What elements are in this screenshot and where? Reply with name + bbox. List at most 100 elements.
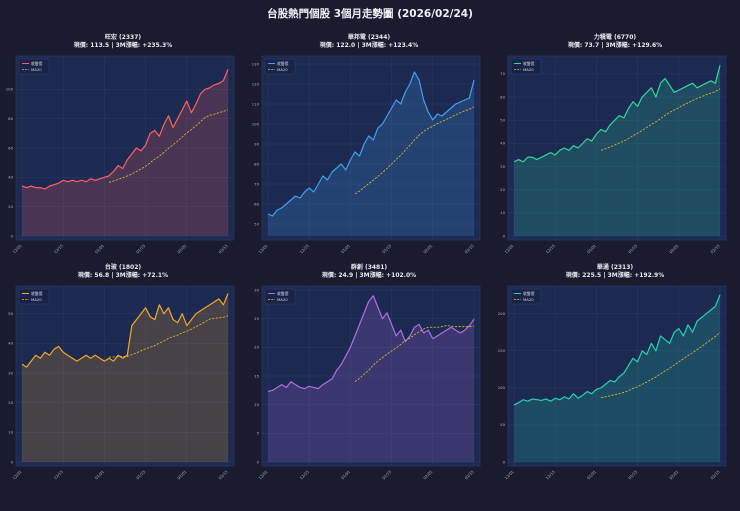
legend-ma-label: MA20 bbox=[31, 67, 42, 72]
x-tick-label: 02/01 bbox=[668, 469, 680, 481]
x-tick-label: 12/01 bbox=[257, 243, 269, 255]
y-tick-label: 60 bbox=[500, 94, 505, 99]
y-tick-label: 40 bbox=[8, 341, 13, 346]
stock-panel: 旺宏 (2337) 現價: 113.5 | 3M漲幅: +235.3% 0 20 4… bbox=[0, 34, 246, 281]
price-area bbox=[514, 294, 720, 462]
stock-panel: 台玻 (1802) 現價: 56.8 | 3M漲幅: +72.1% 0 10 20 3… bbox=[0, 264, 246, 511]
stock-panel: 力積電 (6770) 現價: 73.7 | 3M漲幅: +129.6% 0 10 2… bbox=[492, 34, 738, 281]
stock-chart: 0 10 20 30 40 50 60 70 12/01 12/15 01/01 01/15 02/01… bbox=[500, 55, 727, 255]
ma20-line bbox=[108, 109, 229, 183]
price-area bbox=[268, 295, 474, 462]
price-area bbox=[268, 72, 474, 236]
legend-price-label: 收盤價 bbox=[523, 291, 535, 296]
legend-box bbox=[510, 288, 542, 305]
price-area bbox=[22, 69, 228, 236]
stock-summary: 現價: 56.8 | 3M漲幅: +72.1% bbox=[77, 272, 169, 279]
price-area bbox=[514, 65, 720, 236]
x-tick-label: 12/15 bbox=[53, 243, 65, 255]
price-line bbox=[267, 295, 475, 393]
plot-area bbox=[507, 55, 727, 241]
legend-ma-label: MA20 bbox=[277, 297, 288, 302]
stock-name: 旺宏 (2337) bbox=[104, 34, 142, 41]
legend-price-label: 收盤價 bbox=[277, 291, 289, 296]
y-tick-label: 30 bbox=[254, 287, 259, 292]
panel-title: 力積電 (6770) 現價: 73.7 | 3M漲幅: +129.6% bbox=[492, 34, 738, 50]
y-tick-label: 15 bbox=[254, 373, 259, 378]
y-tick-label: 20 bbox=[500, 187, 505, 192]
y-tick-label: 30 bbox=[500, 164, 505, 169]
x-tick-label: 02/01 bbox=[176, 469, 188, 481]
legend-ma-label: MA20 bbox=[523, 297, 534, 302]
y-tick-label: 70 bbox=[254, 181, 259, 186]
price-line bbox=[21, 69, 229, 190]
y-tick-label: 130 bbox=[252, 61, 260, 66]
page-title: 台股熱門個股 3個月走勢圖 (2026/02/24) bbox=[267, 8, 473, 20]
y-tick-label: 100 bbox=[6, 87, 14, 92]
x-tick-label: 01/01 bbox=[340, 469, 352, 481]
panel-title: 華通 (2313) 現價: 225.5 | 3M漲幅: +192.9% bbox=[492, 264, 738, 280]
legend-box bbox=[18, 58, 50, 75]
x-tick-label: 01/01 bbox=[586, 469, 598, 481]
stock-chart: 50 60 70 80 90 100 110 120 130 12/01 12/15 01/01 01/… bbox=[252, 55, 481, 255]
stock-summary: 現價: 24.9 | 3M漲幅: +102.0% bbox=[321, 272, 417, 279]
x-tick-label: 01/15 bbox=[381, 243, 393, 255]
x-tick-label: 12/01 bbox=[11, 469, 23, 481]
x-tick-label: 01/01 bbox=[94, 469, 106, 481]
x-tick-label: 01/15 bbox=[627, 469, 639, 481]
stock-summary: 現價: 225.5 | 3M漲幅: +192.9% bbox=[565, 272, 665, 279]
x-tick-label: 01/15 bbox=[381, 469, 393, 481]
y-tick-label: 150 bbox=[498, 348, 506, 353]
price-line bbox=[267, 71, 475, 217]
y-tick-label: 200 bbox=[498, 311, 506, 316]
ma20-line bbox=[108, 315, 229, 358]
y-tick-label: 20 bbox=[254, 345, 259, 350]
x-tick-label: 02/15 bbox=[217, 469, 229, 481]
stock-chart: 0 10 20 30 40 50 12/01 12/15 01/01 01/15 02/01 02/1… bbox=[8, 285, 235, 481]
y-tick-label: 90 bbox=[254, 141, 259, 146]
x-tick-label: 02/15 bbox=[709, 469, 721, 481]
y-tick-label: 80 bbox=[254, 161, 259, 166]
panel-title: 台玻 (1802) 現價: 56.8 | 3M漲幅: +72.1% bbox=[0, 264, 246, 280]
plot-area bbox=[261, 55, 481, 241]
ma20-line bbox=[354, 106, 475, 195]
panel-title: 華邦電 (2344) 現價: 122.0 | 3M漲幅: +123.4% bbox=[246, 34, 492, 50]
x-tick-label: 01/01 bbox=[586, 243, 598, 255]
y-tick-label: 100 bbox=[498, 385, 506, 390]
x-tick-label: 01/15 bbox=[135, 469, 147, 481]
y-tick-label: 0 bbox=[257, 459, 260, 464]
stock-name: 台玻 (1802) bbox=[104, 264, 142, 271]
stock-chart: 0 20 40 60 80 100 12/01 12/15 01/01 01/15 02/01 02/… bbox=[6, 55, 235, 255]
y-tick-label: 0 bbox=[11, 459, 14, 464]
y-tick-label: 0 bbox=[11, 233, 14, 238]
stock-name: 華通 (2313) bbox=[596, 264, 634, 271]
legend-box bbox=[510, 58, 542, 75]
y-tick-label: 70 bbox=[500, 71, 505, 76]
y-tick-label: 50 bbox=[8, 311, 13, 316]
panel-title: 群創 (3481) 現價: 24.9 | 3M漲幅: +102.0% bbox=[246, 264, 492, 280]
stock-summary: 現價: 122.0 | 3M漲幅: +123.4% bbox=[319, 42, 419, 49]
price-area bbox=[22, 293, 228, 462]
legend-price-label: 收盤價 bbox=[31, 61, 43, 66]
y-tick-label: 50 bbox=[500, 422, 505, 427]
legend-ma-label: MA20 bbox=[31, 297, 42, 302]
price-line bbox=[513, 65, 721, 163]
x-tick-label: 01/15 bbox=[135, 243, 147, 255]
plot-area bbox=[15, 285, 235, 467]
y-tick-label: 0 bbox=[503, 233, 506, 238]
legend-box bbox=[18, 288, 50, 305]
stock-name: 華邦電 (2344) bbox=[347, 34, 391, 41]
legend-ma-label: MA20 bbox=[523, 67, 534, 72]
x-tick-label: 12/15 bbox=[299, 469, 311, 481]
x-tick-label: 12/01 bbox=[503, 469, 515, 481]
x-tick-label: 02/15 bbox=[709, 243, 721, 255]
x-tick-label: 02/01 bbox=[668, 243, 680, 255]
x-tick-label: 02/01 bbox=[422, 243, 434, 255]
x-tick-label: 01/01 bbox=[340, 243, 352, 255]
x-tick-label: 02/15 bbox=[463, 469, 475, 481]
y-tick-label: 50 bbox=[500, 118, 505, 123]
y-tick-label: 20 bbox=[8, 204, 13, 209]
ma20-line bbox=[354, 325, 475, 383]
x-tick-label: 01/15 bbox=[627, 243, 639, 255]
y-tick-label: 110 bbox=[252, 101, 260, 106]
y-tick-label: 60 bbox=[8, 145, 13, 150]
